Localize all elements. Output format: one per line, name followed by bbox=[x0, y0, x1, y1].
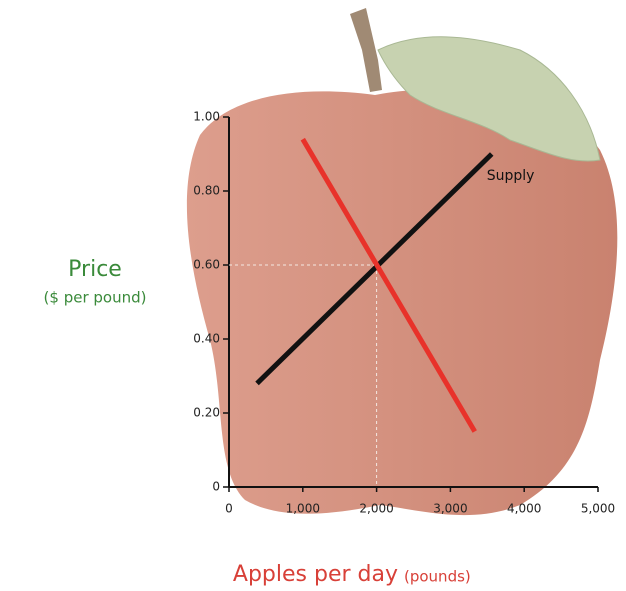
x-tick-label: 4,000 bbox=[507, 502, 541, 516]
x-tick-label: 0 bbox=[225, 502, 233, 516]
x-tick-label: 2,000 bbox=[359, 502, 393, 516]
x-axis-unit: (pounds) bbox=[404, 568, 471, 586]
y-axis-unit: ($ per pound) bbox=[44, 289, 147, 307]
x-tick-label: 3,000 bbox=[433, 502, 467, 516]
x-axis-label: Apples per day bbox=[233, 562, 398, 587]
series-label: Supply bbox=[487, 168, 535, 184]
y-tick-label: 0 bbox=[212, 480, 220, 494]
x-tick-label: 1,000 bbox=[286, 502, 320, 516]
chart: 0 0.20 0.40 0.60 0.80 1.00 0 1,000 2,000 3,000 4,0… bbox=[0, 0, 626, 591]
y-tick-label: 0.40 bbox=[193, 332, 220, 346]
y-tick-label: 1.00 bbox=[193, 110, 220, 124]
y-tick-label: 0.20 bbox=[193, 406, 220, 420]
apple-illustration bbox=[187, 8, 617, 515]
y-tick-label: 0.80 bbox=[193, 184, 220, 198]
y-axis-label: Price bbox=[68, 257, 122, 282]
x-tick-label: 5,000 bbox=[581, 502, 615, 516]
y-tick-label: 0.60 bbox=[193, 258, 220, 272]
